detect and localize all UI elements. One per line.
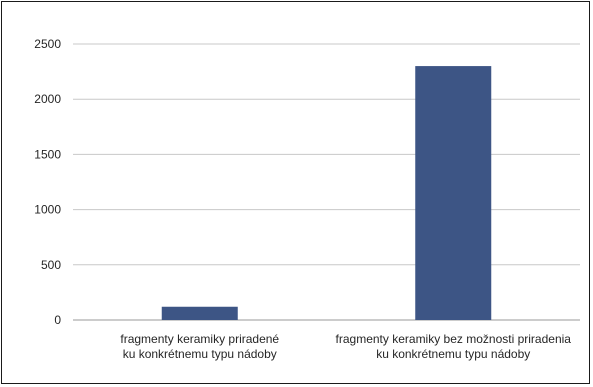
bars [161,66,492,320]
category-label-2: fragmenty keramiky bez možnosti priraden… [336,332,572,361]
bar-2 [415,66,492,320]
category-label-line: fragmenty keramiky bez možnosti priraden… [336,332,572,346]
y-tick-label: 0 [54,313,61,327]
category-label-line: fragmenty keramiky priradené [120,332,279,346]
category-label-line: ku konkrétnemu typu nádoby [123,347,277,361]
y-axis-ticks: 0 500 1000 1500 2000 2500 [34,37,61,327]
gridlines [73,43,580,321]
y-tick-label: 2500 [34,37,61,51]
category-label-1: fragmenty keramiky priradené ku konkrétne… [120,332,279,361]
y-tick-label: 500 [41,258,61,272]
category-label-line: ku konkrétnemu typu nádoby [376,347,530,361]
y-tick-label: 1500 [34,147,61,161]
bar-1 [161,306,238,320]
y-tick-label: 1000 [34,203,61,217]
category-labels: fragmenty keramiky priradené ku konkrétne… [120,332,571,361]
y-tick-label: 2000 [34,92,61,106]
